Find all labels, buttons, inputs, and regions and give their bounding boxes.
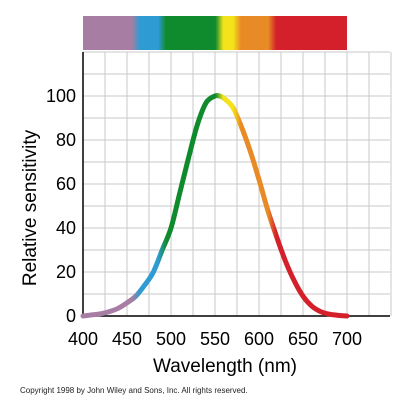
x-tick-label: 600 <box>244 329 274 349</box>
x-tick-label: 550 <box>200 329 230 349</box>
sensitivity-curve <box>80 92 350 319</box>
copyright-notice: Copyright 1998 by John Wiley and Sons, I… <box>20 386 248 395</box>
x-tick-label: 700 <box>332 329 362 349</box>
x-axis-label: Wavelength (nm) <box>153 356 297 377</box>
y-tick-label: 20 <box>56 262 76 282</box>
y-tick-label: 60 <box>56 174 76 194</box>
spectrum-bar <box>83 16 347 50</box>
y-tick-label: 80 <box>56 130 76 150</box>
y-tick-label: 0 <box>66 306 76 326</box>
x-tick-label: 650 <box>288 329 318 349</box>
y-axis-label: Relative sensitivity <box>20 129 41 286</box>
x-tick-labels: 400 450 500 550 600 650 700 <box>68 329 362 349</box>
x-tick-label: 450 <box>112 329 142 349</box>
grid <box>82 51 392 317</box>
y-tick-labels: 0 20 40 60 80 100 <box>46 86 76 326</box>
x-tick-label: 500 <box>156 329 186 349</box>
y-tick-label: 40 <box>56 218 76 238</box>
x-tick-label: 400 <box>68 329 98 349</box>
y-tick-label: 100 <box>46 86 76 106</box>
